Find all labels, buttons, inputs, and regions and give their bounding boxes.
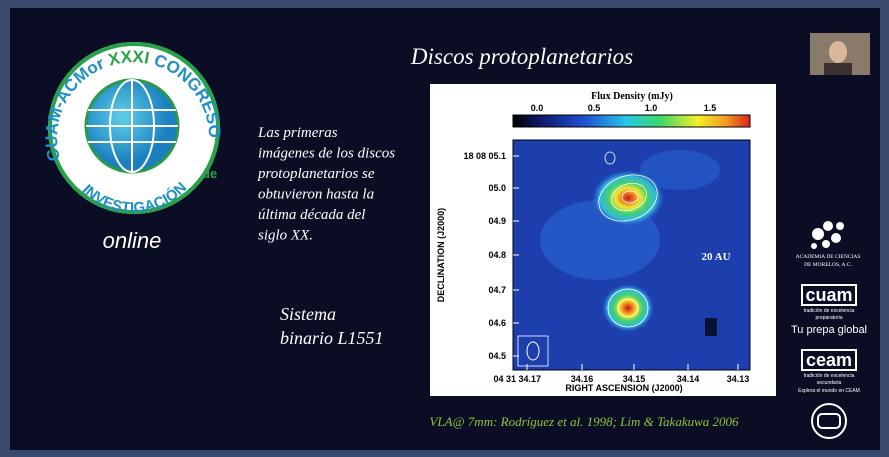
logo-globe-grid: [86, 79, 178, 173]
colorbar-title: Flux Density (mJy): [591, 91, 673, 102]
webcam-body: [824, 63, 852, 75]
seal-mark: [817, 413, 841, 429]
caption: VLA@ 7mm: Rodríguez et al. 1998; Lim & T…: [429, 414, 739, 429]
y-label: 18 08 05.1: [463, 151, 506, 161]
sponsor-text: DE MORELOS, A.C.: [804, 262, 852, 268]
source-south: [602, 284, 654, 332]
scale-label: 20 AU: [701, 251, 730, 263]
body-line: última década del: [258, 207, 365, 223]
body-text: Las primeras imágenes de los discos protop…: [257, 125, 395, 244]
colorbar-label: 1.0: [645, 103, 658, 113]
logo-text: de: [202, 166, 217, 181]
beam-box: [517, 335, 549, 367]
system-line: Sistema: [280, 304, 336, 324]
sponsor-text: ACADEMIA DE CIENCIAS: [796, 254, 861, 260]
contours: [598, 151, 658, 328]
sponsor-text: secundaria: [817, 380, 842, 386]
y-label: 04.5: [488, 351, 506, 361]
colorbar-label: 0.0: [531, 103, 544, 113]
academia-icon: [811, 221, 844, 249]
y-axis-title: DECLINATION (J2000): [436, 208, 446, 302]
slide-title: Discos protoplanetarios: [410, 44, 633, 69]
y-label: 04.9: [488, 216, 506, 226]
logo-numeral: XXXI: [106, 47, 150, 70]
colorbar: [512, 114, 751, 128]
body-line: protoplanetarios se: [257, 166, 375, 182]
emission-map: [517, 150, 720, 367]
sponsor-name: cuam: [805, 285, 852, 305]
body-line: Las primeras: [257, 125, 338, 141]
x-label: 04 31 34.17: [493, 374, 541, 384]
sponsor-text: tradición de excelencia: [804, 373, 855, 379]
logo-tagline: online: [103, 228, 162, 253]
seal: [811, 403, 847, 439]
colorbar-label: 1.5: [704, 103, 717, 113]
x-axis-title: RIGHT ASCENSION (J2000): [565, 383, 682, 393]
y-label: 04.6: [488, 318, 506, 328]
x-label: 34.13: [727, 374, 750, 384]
beam: [526, 341, 540, 361]
sponsor-slogan: Explora el mundo en CEAM: [798, 388, 860, 394]
body-line: obtuvieron hasta la: [258, 187, 374, 203]
webcam-face: [829, 41, 847, 63]
system-line: binario L1551: [280, 328, 384, 348]
y-label: 04.8: [488, 250, 506, 260]
x-label: 34.15: [623, 374, 646, 384]
x-label: 34.14: [677, 374, 700, 384]
dark-patch: [705, 318, 717, 336]
y-label: 04.7: [488, 285, 506, 295]
sponsor-text: tradición de excelencia: [804, 308, 855, 314]
system-text: Sistema binario L1551: [280, 304, 384, 348]
source-north: [592, 170, 664, 226]
body-line: imágenes de los discos: [258, 146, 395, 162]
sponsor-text: preparatoria: [816, 315, 843, 321]
diffuse-emission: [640, 150, 720, 190]
figure-labels: 0.0 0.5 1.0 1.5 18 08 05.1 05.0 04.9 04.8 04.7 04…: [463, 103, 749, 384]
sponsor-slogan: Tu prepa global: [791, 324, 867, 336]
x-label: 34.16: [571, 374, 594, 384]
body-line: siglo XX.: [258, 228, 313, 244]
y-label: 05.0: [488, 183, 506, 193]
logo-ring-outline: [48, 42, 220, 214]
colorbar-label: 0.5: [588, 103, 601, 113]
sponsor-name: ceam: [806, 350, 852, 370]
cuam-box: [801, 284, 857, 306]
ceam-box: [801, 349, 857, 371]
